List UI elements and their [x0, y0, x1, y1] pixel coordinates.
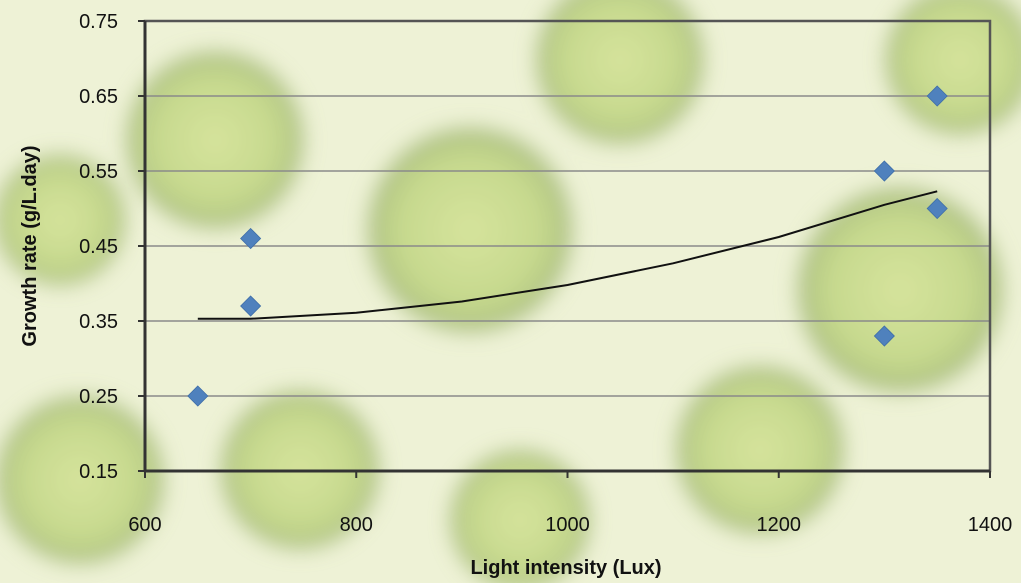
x-axis-title: Light intensity (Lux): [470, 557, 661, 579]
trendline-group: [198, 191, 937, 318]
tick-labels: 0.15 0.25 0.35 0.45 0.55 0.65 0.75 600 800 1000 12…: [79, 11, 1012, 536]
y-axis-title: Growth rate (g/L.day): [19, 145, 41, 346]
y-tick-label: 0.65: [79, 86, 118, 108]
data-point: [927, 199, 947, 219]
trendline: [198, 191, 937, 318]
x-tick-label: 1400: [968, 514, 1013, 536]
data-point: [874, 161, 894, 181]
data-point: [188, 386, 208, 406]
data-point: [927, 86, 947, 106]
y-tick-label: 0.45: [79, 236, 118, 258]
y-tick-label: 0.15: [79, 461, 118, 483]
gridlines: [145, 21, 990, 396]
y-tick-label: 0.75: [79, 11, 118, 33]
x-tick-label: 1200: [757, 514, 802, 536]
x-tick-label: 800: [340, 514, 373, 536]
data-point: [874, 326, 894, 346]
y-tick-label: 0.25: [79, 386, 118, 408]
data-point: [241, 296, 261, 316]
y-tick-label: 0.55: [79, 161, 118, 183]
x-tick-label: 600: [128, 514, 161, 536]
axes: [138, 21, 990, 478]
y-tick-label: 0.35: [79, 311, 118, 333]
x-tick-label: 1000: [545, 514, 590, 536]
